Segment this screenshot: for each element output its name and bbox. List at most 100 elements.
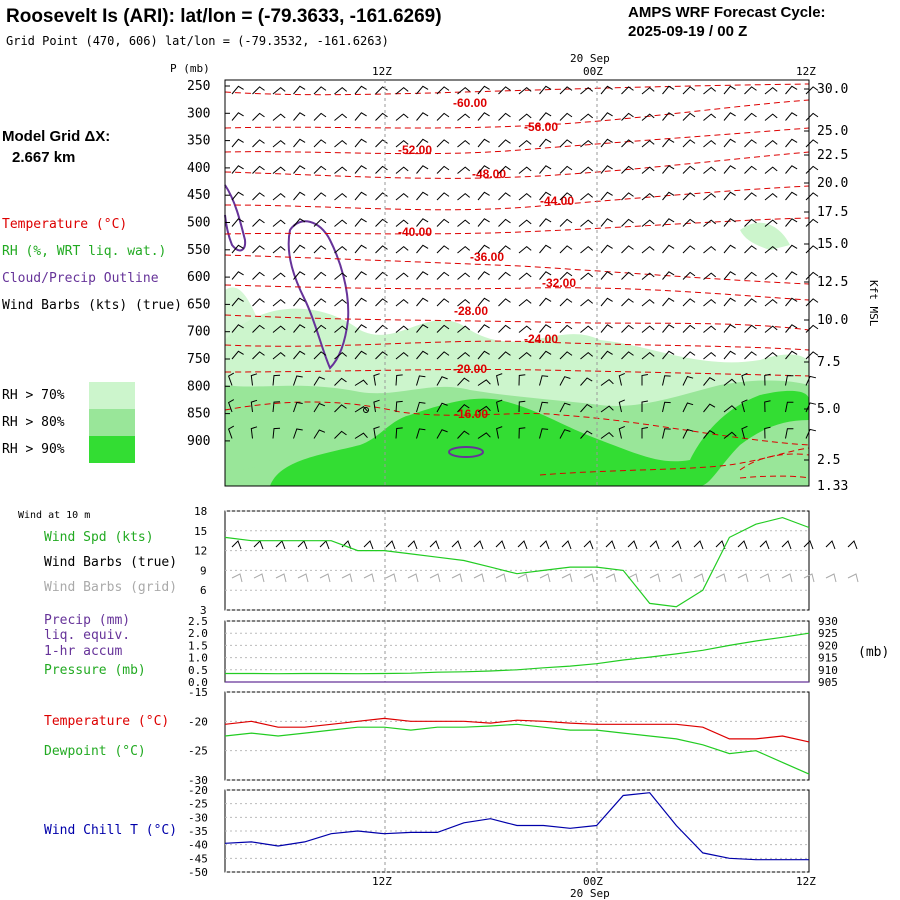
top-tick-00z: 00Z bbox=[583, 65, 603, 78]
wind-barb bbox=[764, 373, 771, 386]
wind-barb bbox=[518, 427, 526, 439]
wind-barb bbox=[600, 431, 614, 439]
temperature-contour bbox=[224, 340, 810, 351]
wind-barb bbox=[395, 86, 409, 95]
temperature-contour bbox=[224, 151, 810, 179]
true-wind-barb bbox=[847, 540, 858, 550]
wind-barb bbox=[600, 297, 613, 307]
model-grid-dx-value: 2.667 km bbox=[12, 149, 76, 166]
wind-barb bbox=[785, 428, 794, 439]
wind-barb bbox=[518, 272, 532, 280]
wind-barb bbox=[457, 139, 471, 148]
panel-4-ytick-label: -45 bbox=[188, 852, 208, 865]
grid-wind-barb bbox=[583, 573, 595, 583]
wind-barb bbox=[477, 85, 490, 95]
pressure-right-tick-label: 905 bbox=[818, 676, 838, 689]
wind-barb bbox=[231, 218, 244, 227]
wind-barb bbox=[416, 324, 429, 333]
true-wind-barb bbox=[715, 540, 726, 550]
panel-2-ytick-label: 0.0 bbox=[188, 676, 208, 689]
wind-barb bbox=[805, 165, 819, 174]
wind-barb bbox=[272, 139, 286, 148]
wind-barb bbox=[416, 112, 429, 121]
height-tick-label: 1.33 bbox=[817, 479, 848, 494]
wind-barb bbox=[703, 351, 717, 360]
wind-barb bbox=[741, 372, 748, 386]
wind-barb bbox=[313, 112, 327, 121]
wind-barb bbox=[436, 218, 450, 227]
wind-barb bbox=[395, 139, 409, 148]
temperature-label: -28.00 bbox=[454, 304, 488, 318]
panel-4-ytick-label: -40 bbox=[188, 839, 208, 852]
pressure-tick-label: 900 bbox=[187, 434, 210, 449]
legend-1hr-accum: 1-hr accum bbox=[44, 644, 123, 659]
wind-barb bbox=[272, 245, 286, 254]
wind-barb bbox=[641, 219, 655, 227]
wind-barb bbox=[416, 218, 429, 227]
wind-barb bbox=[621, 192, 634, 201]
wind-barb bbox=[805, 192, 819, 201]
wind-barb bbox=[662, 191, 675, 201]
grid-wind-barb bbox=[473, 573, 485, 583]
temperature-contour bbox=[224, 284, 810, 301]
wind-barb bbox=[621, 245, 634, 254]
cloud-outline-left bbox=[224, 184, 247, 252]
wind-barb bbox=[395, 374, 403, 386]
wind-barb bbox=[334, 351, 348, 360]
temperature-contour bbox=[224, 127, 810, 155]
wind-barb bbox=[518, 298, 532, 307]
wind-barb bbox=[559, 139, 573, 148]
wind-barb bbox=[580, 192, 594, 201]
true-wind-barb bbox=[473, 540, 484, 550]
wind-barb bbox=[600, 244, 613, 254]
grid-wind-barb bbox=[451, 573, 463, 583]
wind-barb bbox=[293, 324, 306, 333]
wind-barb bbox=[539, 401, 549, 413]
wind-barb bbox=[559, 271, 573, 280]
true-wind-barb bbox=[451, 540, 462, 550]
wind-barb bbox=[272, 86, 286, 95]
wind-barb bbox=[498, 298, 511, 307]
pressure-tick-label: 400 bbox=[187, 161, 210, 176]
panel-3-ytick-label: -15 bbox=[188, 686, 208, 699]
temperature-line bbox=[224, 717, 810, 743]
wind-barb bbox=[416, 165, 429, 174]
wind-barb bbox=[621, 86, 634, 95]
wind-barb bbox=[764, 245, 778, 254]
wind-barb bbox=[805, 218, 819, 227]
grid-wind-barb bbox=[781, 573, 793, 583]
pressure-tick-label: 650 bbox=[187, 297, 210, 312]
true-wind-barb bbox=[693, 540, 704, 550]
wind-barb bbox=[231, 297, 244, 307]
wind-barb bbox=[785, 165, 798, 174]
wind-barb bbox=[641, 86, 655, 95]
wind-barb bbox=[682, 428, 694, 439]
wind-barb bbox=[354, 379, 368, 386]
wind-barb bbox=[621, 165, 634, 174]
wind-barb bbox=[682, 271, 696, 280]
wind-barb bbox=[375, 139, 388, 148]
wind-barb bbox=[496, 426, 503, 439]
true-wind-barb bbox=[671, 540, 682, 550]
wind-barb bbox=[252, 298, 265, 307]
wind-barb bbox=[559, 192, 573, 201]
wind-barb bbox=[498, 165, 511, 174]
wind-barb bbox=[436, 139, 450, 148]
grid-point-subtitle: Grid Point (470, 606) lat/lon = (-79.353… bbox=[6, 34, 389, 48]
wind-barb bbox=[621, 351, 634, 360]
wind-barb bbox=[662, 165, 675, 174]
grid-wind-barb bbox=[539, 573, 551, 583]
wind-barb bbox=[227, 399, 235, 413]
wind-barb bbox=[662, 350, 675, 360]
pressure-unit-label: (mb) bbox=[858, 645, 890, 660]
pressure-tick-label: 850 bbox=[187, 407, 210, 422]
grid-wind-barb bbox=[737, 573, 749, 583]
wind-barb bbox=[477, 165, 490, 174]
bottom-tick-12z-2: 12Z bbox=[796, 875, 816, 888]
wind-barb bbox=[498, 112, 511, 121]
wind-barb bbox=[354, 432, 368, 439]
wind-barb bbox=[764, 400, 771, 413]
wind-barb bbox=[600, 165, 613, 174]
wind-barb bbox=[559, 245, 573, 254]
wind-barb bbox=[682, 112, 696, 121]
